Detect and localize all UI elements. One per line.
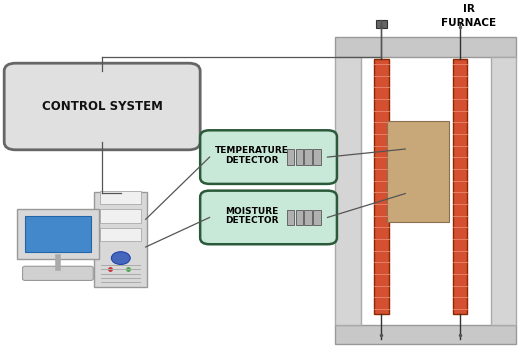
Bar [387,121,449,222]
Bar [335,37,516,57]
Bar [304,209,312,225]
Text: DETECTOR: DETECTOR [225,217,278,225]
FancyBboxPatch shape [200,130,337,184]
Bar [376,20,387,28]
Bar [296,209,303,225]
Bar [453,59,467,314]
FancyBboxPatch shape [23,266,93,280]
Bar [25,216,91,252]
Bar [313,209,321,225]
Bar [287,209,294,225]
Circle shape [111,252,130,264]
Bar [100,228,141,241]
Text: DETECTOR: DETECTOR [225,156,278,165]
Bar [313,149,321,165]
Text: CONTROL SYSTEM: CONTROL SYSTEM [42,100,162,113]
Bar [335,57,361,325]
FancyBboxPatch shape [94,192,147,287]
Bar [491,57,516,325]
FancyBboxPatch shape [200,191,337,244]
Bar [374,59,389,314]
Text: MOISTURE: MOISTURE [225,207,278,215]
Text: FURNACE: FURNACE [441,18,497,28]
Bar [304,149,312,165]
Bar [296,149,303,165]
Bar [100,191,141,204]
Bar [287,149,294,165]
Bar [100,209,141,223]
Text: IR: IR [463,4,475,14]
Text: TEMPERATURE: TEMPERATURE [215,146,288,155]
FancyBboxPatch shape [4,63,200,150]
FancyBboxPatch shape [17,209,99,259]
Bar [335,325,516,344]
